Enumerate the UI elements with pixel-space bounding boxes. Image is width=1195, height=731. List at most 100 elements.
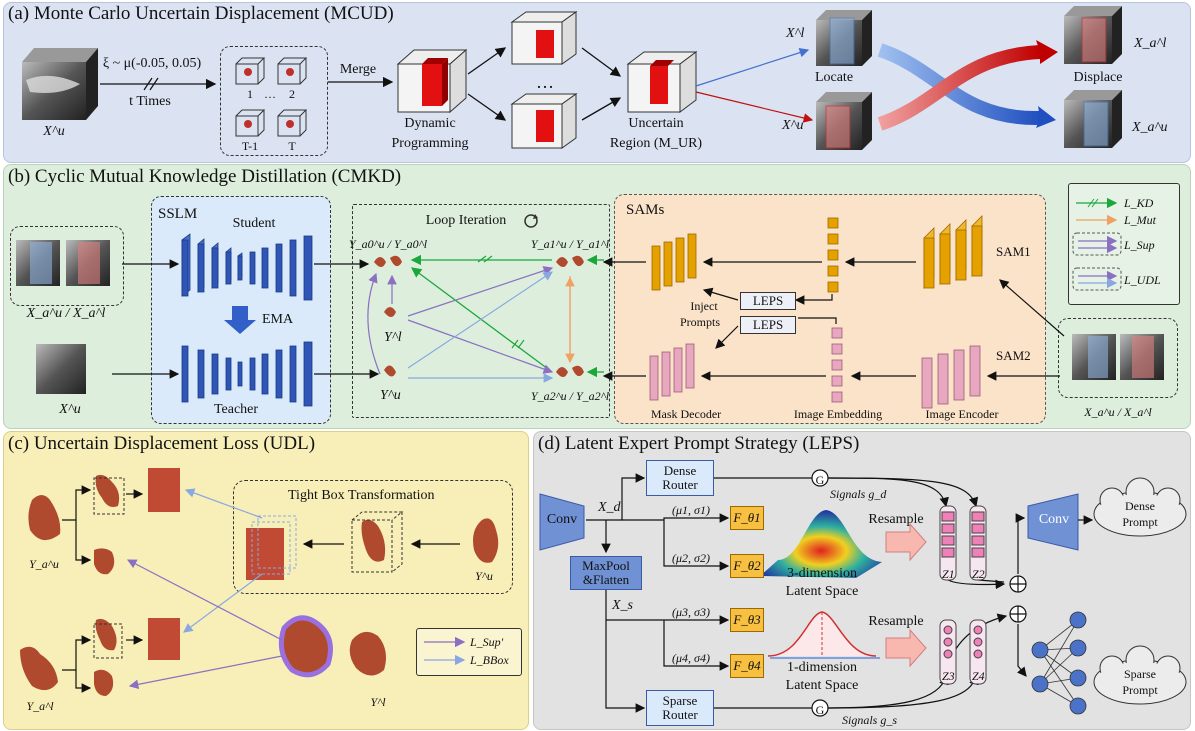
yl-label: Y^l bbox=[384, 330, 402, 345]
label-xau: X_a^u bbox=[1132, 120, 1168, 135]
teacher-network bbox=[181, 341, 313, 407]
uncertain-label-2: Region (M_UR) bbox=[609, 136, 703, 151]
loop-label: Loop Iteration bbox=[425, 213, 507, 228]
prediction-blobs bbox=[374, 255, 584, 377]
udl-yau: Y_a^u bbox=[29, 557, 59, 571]
expert-4: F_θ4 bbox=[730, 654, 764, 678]
samples-box bbox=[220, 46, 328, 156]
dp-label-1: Dynamic bbox=[404, 116, 456, 131]
tight-box-label: Tight Box Transformation bbox=[288, 488, 435, 503]
uncertain-region-cube bbox=[626, 51, 698, 113]
label-xu-2: X^u bbox=[782, 118, 804, 133]
param-4: (μ4, σ4) bbox=[672, 651, 710, 665]
mask-decoder-label: Mask Decoder bbox=[650, 407, 722, 421]
dense-router-l2: Router bbox=[662, 477, 698, 492]
udl-cubes bbox=[93, 468, 404, 660]
sample-2: 2 bbox=[289, 87, 295, 101]
udl-legend-bbox: L_BBox bbox=[470, 653, 509, 667]
udl-legend bbox=[416, 628, 522, 676]
ct-volume-xal bbox=[1064, 6, 1122, 64]
resample-arrow-1 bbox=[885, 522, 927, 562]
yu-label: Y^u bbox=[380, 388, 401, 403]
maxpool-box: MaxPool &Flatten bbox=[570, 556, 642, 590]
sample-t-1: T-1 bbox=[241, 139, 259, 153]
sampling-label: ξ ~ μ(-0.05, 0.05) bbox=[102, 56, 202, 71]
udl-shapes bbox=[20, 474, 499, 696]
expert-3: F_θ3 bbox=[730, 608, 764, 632]
sam2-label: SAM2 bbox=[996, 348, 1031, 363]
dense-prompt-1: Dense bbox=[1125, 499, 1155, 513]
ema-arrow bbox=[224, 306, 256, 334]
dense-router-l1: Dense bbox=[663, 463, 697, 478]
z1: Z1 bbox=[942, 567, 955, 581]
udl-yal: Y_a^l bbox=[26, 699, 54, 713]
ya0-label: Y_a0^u / Y_a0^l bbox=[348, 237, 428, 251]
ct-volume-xau bbox=[1064, 90, 1122, 148]
leps-lines bbox=[586, 473, 1094, 713]
sam1-decoder bbox=[651, 233, 697, 291]
dense-router: Dense Router bbox=[646, 460, 714, 496]
latent1-1: 1-dimension bbox=[787, 660, 857, 675]
param-3: (μ3, σ3) bbox=[672, 605, 710, 619]
uncertain-label-1: Uncertain bbox=[628, 116, 684, 131]
mcud-title: (a) Monte Carlo Uncertain Displacement (… bbox=[8, 3, 394, 24]
dots-label: … bbox=[536, 72, 554, 92]
z2: Z2 bbox=[972, 567, 985, 581]
sample-dots: … bbox=[264, 87, 276, 101]
gate-nodes bbox=[811, 469, 829, 717]
udl-legend-sup: L_Sup' bbox=[470, 635, 504, 649]
image-encoder-label: Image Encoder bbox=[925, 407, 999, 421]
signals-s: Signals g_s bbox=[842, 713, 898, 727]
sam1-encoder bbox=[923, 215, 983, 289]
z-vectors bbox=[939, 505, 987, 685]
resample-2: Resample bbox=[868, 614, 924, 629]
param-1: (μ1, σ1) bbox=[672, 503, 710, 517]
sam1-embedding bbox=[827, 217, 839, 293]
sample-cubes bbox=[235, 57, 308, 137]
ct-volume-xl bbox=[816, 10, 872, 66]
ct-volume-xu bbox=[22, 48, 98, 120]
locate-label: Locate bbox=[814, 70, 854, 85]
udl-legend-lines bbox=[424, 636, 466, 666]
latent3-1: 3-dimension bbox=[787, 566, 857, 581]
tight-box bbox=[233, 480, 513, 594]
ya1-label: Y_a1^u / Y_a1^l bbox=[530, 237, 610, 251]
udl-tree-lines bbox=[62, 485, 460, 693]
sparse-router-l1: Sparse bbox=[662, 693, 698, 708]
teacher-label: Teacher bbox=[213, 402, 259, 417]
cmkd-legend-lines bbox=[1072, 197, 1122, 291]
dp-cube-lower bbox=[510, 93, 578, 149]
sum-nodes bbox=[1009, 575, 1027, 623]
mcud-panel bbox=[3, 2, 1191, 163]
cmkd-title: (b) Cyclic Mutual Knowledge Distillation… bbox=[8, 166, 402, 187]
dp-cube-upper bbox=[510, 11, 578, 65]
ema-label: EMA bbox=[262, 312, 294, 327]
leps-title: (d) Latent Expert Prompt Strategy (LEPS) bbox=[538, 433, 860, 454]
resample-1: Resample bbox=[868, 512, 924, 527]
udl-yu: Y^u bbox=[475, 569, 493, 583]
sam2-decoder bbox=[649, 343, 695, 401]
xs-label: X_s bbox=[612, 598, 633, 613]
udl-title: (c) Uncertain Displacement Loss (UDL) bbox=[8, 433, 316, 454]
merge-label: Merge bbox=[339, 62, 377, 77]
dense-prompt-2: Prompt bbox=[1122, 515, 1158, 529]
udl-yl: Y^l bbox=[370, 695, 386, 709]
leps-box-1: LEPS bbox=[740, 292, 796, 310]
legend-udl: L_UDL bbox=[1124, 273, 1161, 287]
z3: Z3 bbox=[942, 669, 955, 683]
sparse-prompt-cloud bbox=[1093, 645, 1187, 705]
gate-s: G bbox=[815, 703, 825, 717]
ya2-label: Y_a2^u / Y_a2^l bbox=[530, 389, 610, 403]
displace-arc-blue bbox=[877, 43, 1041, 126]
label-xal: X_a^l bbox=[1134, 36, 1167, 51]
student-network bbox=[181, 233, 313, 301]
sam2-embedding bbox=[831, 327, 843, 403]
input-top-box bbox=[10, 226, 124, 306]
sparse-prompt-1: Sparse bbox=[1124, 667, 1156, 681]
input-volumes-top bbox=[16, 240, 110, 286]
kd-arrow-2 bbox=[410, 267, 553, 373]
latent1-2: Latent Space bbox=[785, 678, 859, 693]
maxpool-l1: MaxPool bbox=[582, 558, 630, 573]
sslm-label: SSLM bbox=[158, 206, 198, 222]
